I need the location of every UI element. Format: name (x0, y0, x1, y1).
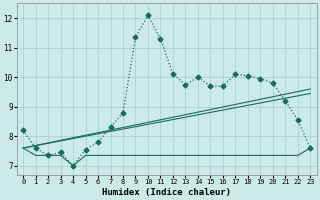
X-axis label: Humidex (Indice chaleur): Humidex (Indice chaleur) (102, 188, 231, 197)
